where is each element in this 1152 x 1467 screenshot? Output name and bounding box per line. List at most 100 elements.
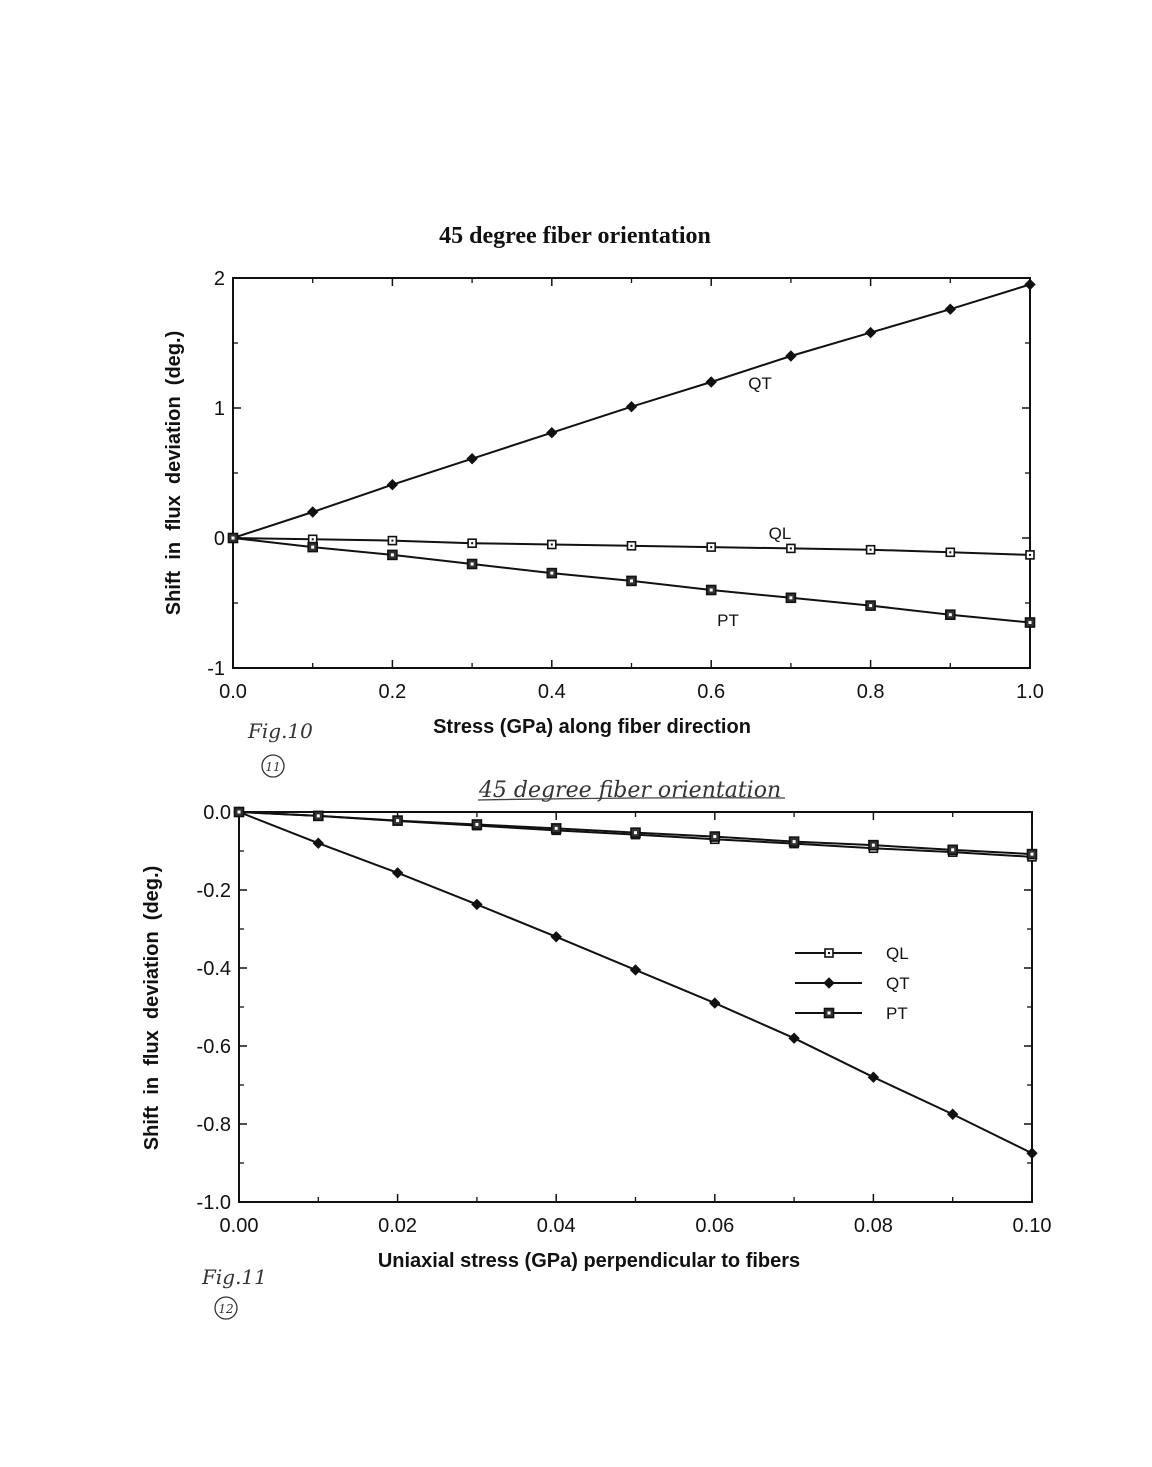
y-tick-label: -0.2 xyxy=(197,880,231,902)
y-tick-label: -0.6 xyxy=(197,1036,231,1058)
series-ql-point-dot xyxy=(790,547,792,549)
series-pt-point-dot xyxy=(634,831,637,834)
series-qt-point xyxy=(1025,280,1035,290)
series-pt-point-dot xyxy=(391,553,394,556)
y-tick-label: -0.4 xyxy=(197,958,231,980)
series-qt-point xyxy=(472,899,482,909)
chart2-y-axis-label: Shift in flux deviation (deg.) xyxy=(141,866,163,1150)
series-ql-point-dot xyxy=(710,546,712,548)
chart2-y-tick-labels: 0.0 -0.2 -0.4 -0.6 -0.8 -1.0 xyxy=(197,802,231,1214)
series-qt-point xyxy=(631,965,641,975)
chart1-x-tick-labels: 0.0 0.2 0.4 0.6 0.8 1.0 xyxy=(219,681,1044,703)
chart1-label-qt: QT xyxy=(748,374,772,393)
x-tick-label: 0.0 xyxy=(219,681,247,703)
chart1-label-pt: PT xyxy=(717,611,739,630)
series-pt-point-dot xyxy=(471,563,474,566)
y-tick-label: 1 xyxy=(214,398,225,420)
legend-ql-label: QL xyxy=(886,944,909,963)
series-qt-point xyxy=(710,998,720,1008)
fig11-handwritten-label: Fig.11 xyxy=(201,1265,267,1289)
series-ql-point-dot xyxy=(551,544,553,546)
x-tick-label: 0.06 xyxy=(695,1215,734,1237)
series-qt-point xyxy=(393,868,403,878)
y-tick-label: 0.0 xyxy=(203,802,231,824)
series-qt-point xyxy=(789,1033,799,1043)
series-pt-point-dot xyxy=(710,589,713,592)
x-tick-label: 0.6 xyxy=(697,681,725,703)
series-qt-point xyxy=(551,932,561,942)
series-pt-point-dot xyxy=(238,811,241,814)
legend-ql-marker-dot xyxy=(828,952,830,954)
x-tick-label: 0.4 xyxy=(538,681,566,703)
x-tick-label: 0.2 xyxy=(378,681,406,703)
series-qt-point xyxy=(706,377,716,387)
series-qt-point xyxy=(308,507,318,517)
series-qt-point xyxy=(467,454,477,464)
chart1-y-axis-label: Shift in flux deviation (deg.) xyxy=(163,331,185,615)
series-qt-point xyxy=(1027,1148,1037,1158)
series-pt-point-dot xyxy=(475,823,478,826)
series-pt-point-dot xyxy=(555,827,558,830)
chart2-series xyxy=(234,807,1037,1158)
series-qt-point xyxy=(547,428,557,438)
series-pt-point-dot xyxy=(396,819,399,822)
chart1-x-axis-label: Stress (GPa) along fiber direction xyxy=(433,716,751,738)
fig10-handwritten-label: Fig.10 xyxy=(247,719,313,743)
y-tick-label: -0.8 xyxy=(197,1114,231,1136)
y-tick-label: -1 xyxy=(207,658,225,680)
series-qt-point xyxy=(313,838,323,848)
legend-qt-label: QT xyxy=(886,974,910,993)
x-tick-label: 0.04 xyxy=(537,1215,576,1237)
chart2-plot-frame xyxy=(239,812,1032,1202)
series-ql-point-dot xyxy=(870,549,872,551)
series-pt-point-dot xyxy=(311,546,314,549)
scanned-page: 45 degree fiber orientation 0.0 0.2 0.4 0.6… xyxy=(0,0,1152,1467)
chart1-y-tick-labels: -1 0 1 2 xyxy=(207,268,225,680)
series-qt-point xyxy=(786,351,796,361)
series-qt-line xyxy=(239,812,1032,1153)
series-ql-point-dot xyxy=(1029,554,1031,556)
chart1-series xyxy=(228,280,1035,628)
chart2-x-axis-label: Uniaxial stress (GPa) perpendicular to f… xyxy=(378,1250,800,1272)
chart-fig10: 45 degree fiber orientation 0.0 0.2 0.4 0.6… xyxy=(163,223,1044,738)
series-ql-point-dot xyxy=(312,538,314,540)
series-pt-point-dot xyxy=(789,596,792,599)
series-pt-point-dot xyxy=(872,844,875,847)
series-pt-point-dot xyxy=(951,848,954,851)
series-qt-point xyxy=(866,328,876,338)
series-pt-point-dot xyxy=(793,840,796,843)
series-pt-point-dot xyxy=(713,835,716,838)
legend-qt-marker xyxy=(824,978,834,988)
series-pt-point-dot xyxy=(1029,621,1032,624)
x-tick-label: 0.02 xyxy=(378,1215,417,1237)
series-pt-point-dot xyxy=(869,604,872,607)
x-tick-label: 0.10 xyxy=(1013,1215,1052,1237)
y-tick-label: 0 xyxy=(214,528,225,550)
series-ql-point-dot xyxy=(471,542,473,544)
fig10-circled-number: 11 xyxy=(265,760,280,774)
legend-pt-marker-dot xyxy=(828,1012,831,1015)
legend-pt-label: PT xyxy=(886,1004,908,1023)
series-ql-point-dot xyxy=(391,540,393,542)
series-qt-point xyxy=(868,1072,878,1082)
chart1-label-ql: QL xyxy=(769,524,792,543)
series-ql-point-dot xyxy=(949,551,951,553)
fig11-circled-number: 12 xyxy=(218,1302,233,1316)
series-pt-point-dot xyxy=(1031,853,1034,856)
y-tick-label: -1.0 xyxy=(197,1192,231,1214)
chart2-tick-marks xyxy=(239,812,1032,1202)
x-tick-label: 0.00 xyxy=(220,1215,259,1237)
y-tick-label: 2 xyxy=(214,268,225,290)
series-pt-point-dot xyxy=(317,814,320,817)
series-qt-point xyxy=(948,1109,958,1119)
chart-fig11: 45 degree fiber orientation 0.00 0.02 0.04… xyxy=(141,778,1051,1272)
series-qt-point xyxy=(945,304,955,314)
x-tick-label: 1.0 xyxy=(1016,681,1044,703)
series-pt-point-dot xyxy=(550,572,553,575)
chart2-legend: QL QT PT xyxy=(795,944,910,1023)
series-pt-point-dot xyxy=(630,579,633,582)
series-qt-point xyxy=(387,480,397,490)
chart1-title: 45 degree fiber orientation xyxy=(439,223,711,249)
chart2-x-tick-labels: 0.00 0.02 0.04 0.06 0.08 0.10 xyxy=(220,1215,1052,1237)
x-tick-label: 0.8 xyxy=(857,681,885,703)
